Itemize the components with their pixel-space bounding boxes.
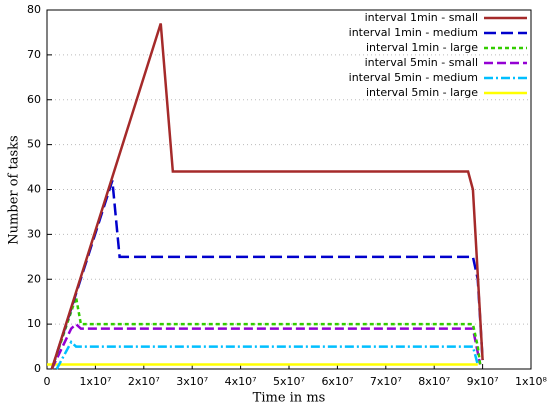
x-tick-label: 2x10⁷ [128,375,160,388]
legend-label: interval 5min - large [366,86,478,99]
legend-label: interval 1min - large [366,41,478,54]
y-tick-label: 0 [34,362,41,375]
x-tick-label: 1x10⁸ [515,375,548,388]
x-axis-label: Time in ms [253,391,326,406]
plot-frame [46,9,532,370]
x-tick-label: 0 [44,375,51,388]
x-tick-label: 1x10⁷ [79,375,111,388]
series-line [50,180,484,370]
y-tick-label: 20 [27,272,41,285]
series-line [55,340,479,370]
x-tick-label: 8x10⁷ [418,375,450,388]
legend-label: interval 1min - small [365,11,478,24]
x-tick-label: 5x10⁷ [273,375,305,388]
legend-label: interval 5min - small [365,56,478,69]
x-tick-label: 9x10⁷ [467,375,499,388]
y-tick-label: 10 [27,317,41,330]
legend-label: interval 5min - medium [349,71,478,84]
y-tick-label: 80 [27,3,41,16]
x-tick-label: 6x10⁷ [321,375,353,388]
x-tick-label: 3x10⁷ [176,375,208,388]
series-line [50,23,484,370]
y-tick-label: 70 [27,48,41,61]
x-tick-label: 7x10⁷ [370,375,402,388]
y-tick-label: 50 [27,138,41,151]
y-tick-label: 30 [27,227,41,240]
legend-label: interval 1min - medium [349,26,478,39]
y-axis-label: Number of tasks [7,135,22,244]
x-tick-label: 4x10⁷ [225,375,257,388]
y-tick-label: 60 [27,93,41,106]
y-tick-label: 40 [27,183,41,196]
series-line [50,296,482,370]
